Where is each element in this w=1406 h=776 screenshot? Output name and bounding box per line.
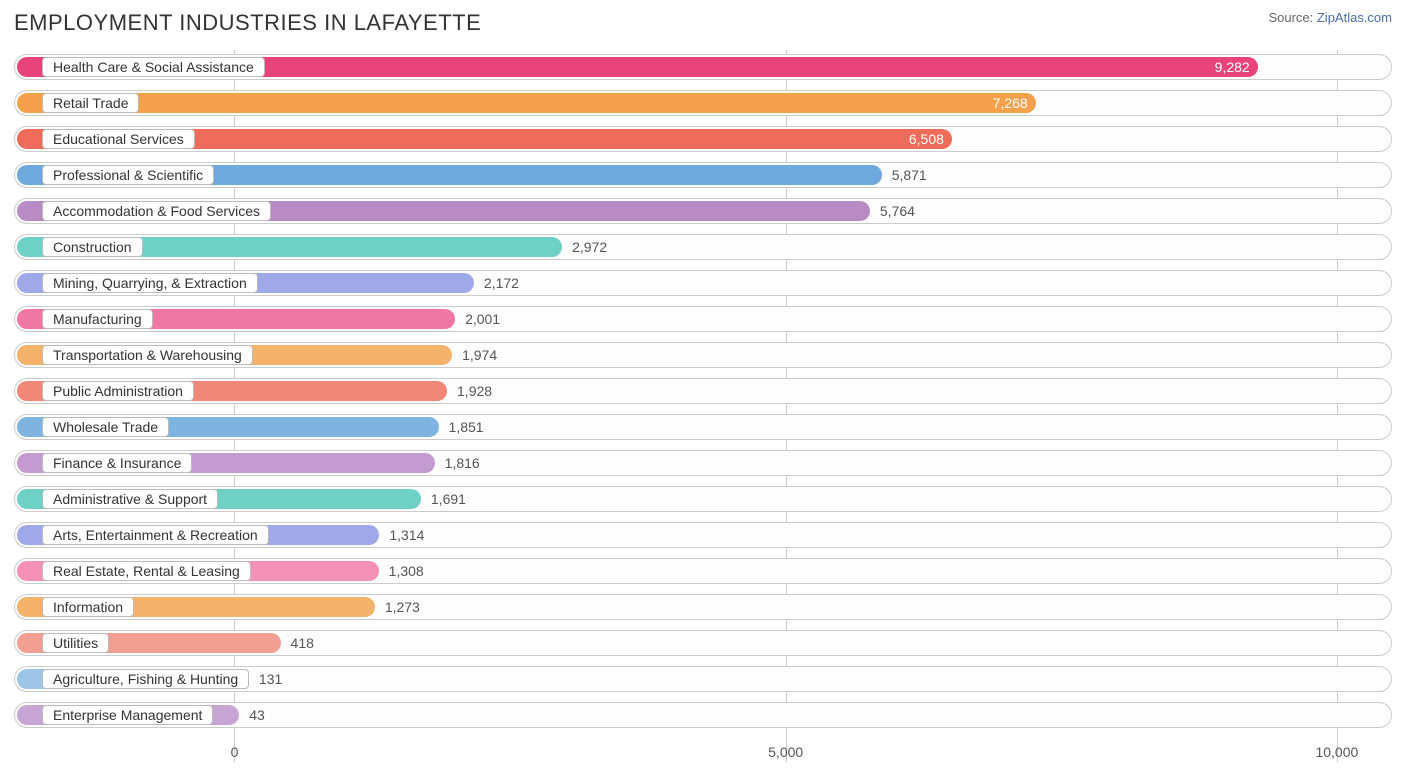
bar-label: Professional & Scientific xyxy=(42,165,214,185)
chart-title: EMPLOYMENT INDUSTRIES IN LAFAYETTE xyxy=(14,10,481,36)
bar-row: Utilities 418 xyxy=(14,630,1392,656)
bar-value: 5,764 xyxy=(880,198,915,224)
bar-value: 9,282 xyxy=(1215,54,1250,80)
bar-row: Professional & Scientific 5,871 xyxy=(14,162,1392,188)
bar-label: Agriculture, Fishing & Hunting xyxy=(42,669,249,689)
bar-row: Health Care & Social Assistance 9,282 xyxy=(14,54,1392,80)
bar-row: Mining, Quarrying, & Extraction 2,172 xyxy=(14,270,1392,296)
bar-label: Arts, Entertainment & Recreation xyxy=(42,525,269,545)
chart-header: EMPLOYMENT INDUSTRIES IN LAFAYETTE Sourc… xyxy=(14,10,1392,36)
bar-row: Accommodation & Food Services 5,764 xyxy=(14,198,1392,224)
bar-row: Enterprise Management 43 xyxy=(14,702,1392,728)
bar-value: 131 xyxy=(259,666,282,692)
source-prefix: Source: xyxy=(1268,10,1316,25)
bar-row: Agriculture, Fishing & Hunting 131 xyxy=(14,666,1392,692)
bar-value: 5,871 xyxy=(892,162,927,188)
source-attribution: Source: ZipAtlas.com xyxy=(1268,10,1392,25)
chart-plot-area: 05,00010,000 Health Care & Social Assist… xyxy=(14,54,1392,728)
bar-row: Public Administration 1,928 xyxy=(14,378,1392,404)
bar-label: Educational Services xyxy=(42,129,195,149)
bar-value: 1,314 xyxy=(389,522,424,548)
bar-row: Educational Services 6,508 xyxy=(14,126,1392,152)
bar-row: Construction 2,972 xyxy=(14,234,1392,260)
bar-label: Information xyxy=(42,597,134,617)
bar-label: Utilities xyxy=(42,633,109,653)
bar-row: Finance & Insurance 1,816 xyxy=(14,450,1392,476)
bar-row: Administrative & Support 1,691 xyxy=(14,486,1392,512)
bar-value: 1,816 xyxy=(445,450,480,476)
bar-value: 1,308 xyxy=(389,558,424,584)
bar-value: 1,273 xyxy=(385,594,420,620)
bar-row: Wholesale Trade 1,851 xyxy=(14,414,1392,440)
bar-value: 2,972 xyxy=(572,234,607,260)
bar-row: Information 1,273 xyxy=(14,594,1392,620)
bar-row: Arts, Entertainment & Recreation 1,314 xyxy=(14,522,1392,548)
bar-label: Enterprise Management xyxy=(42,705,213,725)
bar-value: 2,001 xyxy=(465,306,500,332)
bar-label: Public Administration xyxy=(42,381,194,401)
bar-row: Retail Trade 7,268 xyxy=(14,90,1392,116)
bars-container: Health Care & Social Assistance 9,282 Reta… xyxy=(14,54,1392,728)
bar-value: 418 xyxy=(291,630,314,656)
x-tick-label: 5,000 xyxy=(768,744,803,760)
x-tick-label: 0 xyxy=(231,744,239,760)
bar-value: 43 xyxy=(249,702,265,728)
bar-row: Transportation & Warehousing 1,974 xyxy=(14,342,1392,368)
x-tick-label: 10,000 xyxy=(1315,744,1358,760)
bar-label: Transportation & Warehousing xyxy=(42,345,253,365)
bar-label: Finance & Insurance xyxy=(42,453,192,473)
bar-value: 1,691 xyxy=(431,486,466,512)
bar-row: Manufacturing 2,001 xyxy=(14,306,1392,332)
bar-label: Wholesale Trade xyxy=(42,417,169,437)
bar-row: Real Estate, Rental & Leasing 1,308 xyxy=(14,558,1392,584)
source-link[interactable]: ZipAtlas.com xyxy=(1317,10,1392,25)
bar-label: Mining, Quarrying, & Extraction xyxy=(42,273,258,293)
bar-label: Retail Trade xyxy=(42,93,139,113)
bar-value: 7,268 xyxy=(993,90,1028,116)
bar-label: Health Care & Social Assistance xyxy=(42,57,265,77)
bar-value: 1,974 xyxy=(462,342,497,368)
bar-fill xyxy=(17,93,1036,113)
bar-label: Real Estate, Rental & Leasing xyxy=(42,561,251,581)
bar-label: Manufacturing xyxy=(42,309,153,329)
bar-value: 2,172 xyxy=(484,270,519,296)
bar-value: 6,508 xyxy=(909,126,944,152)
bar-value: 1,928 xyxy=(457,378,492,404)
bar-label: Administrative & Support xyxy=(42,489,218,509)
bar-label: Accommodation & Food Services xyxy=(42,201,271,221)
bar-label: Construction xyxy=(42,237,143,257)
bar-value: 1,851 xyxy=(449,414,484,440)
